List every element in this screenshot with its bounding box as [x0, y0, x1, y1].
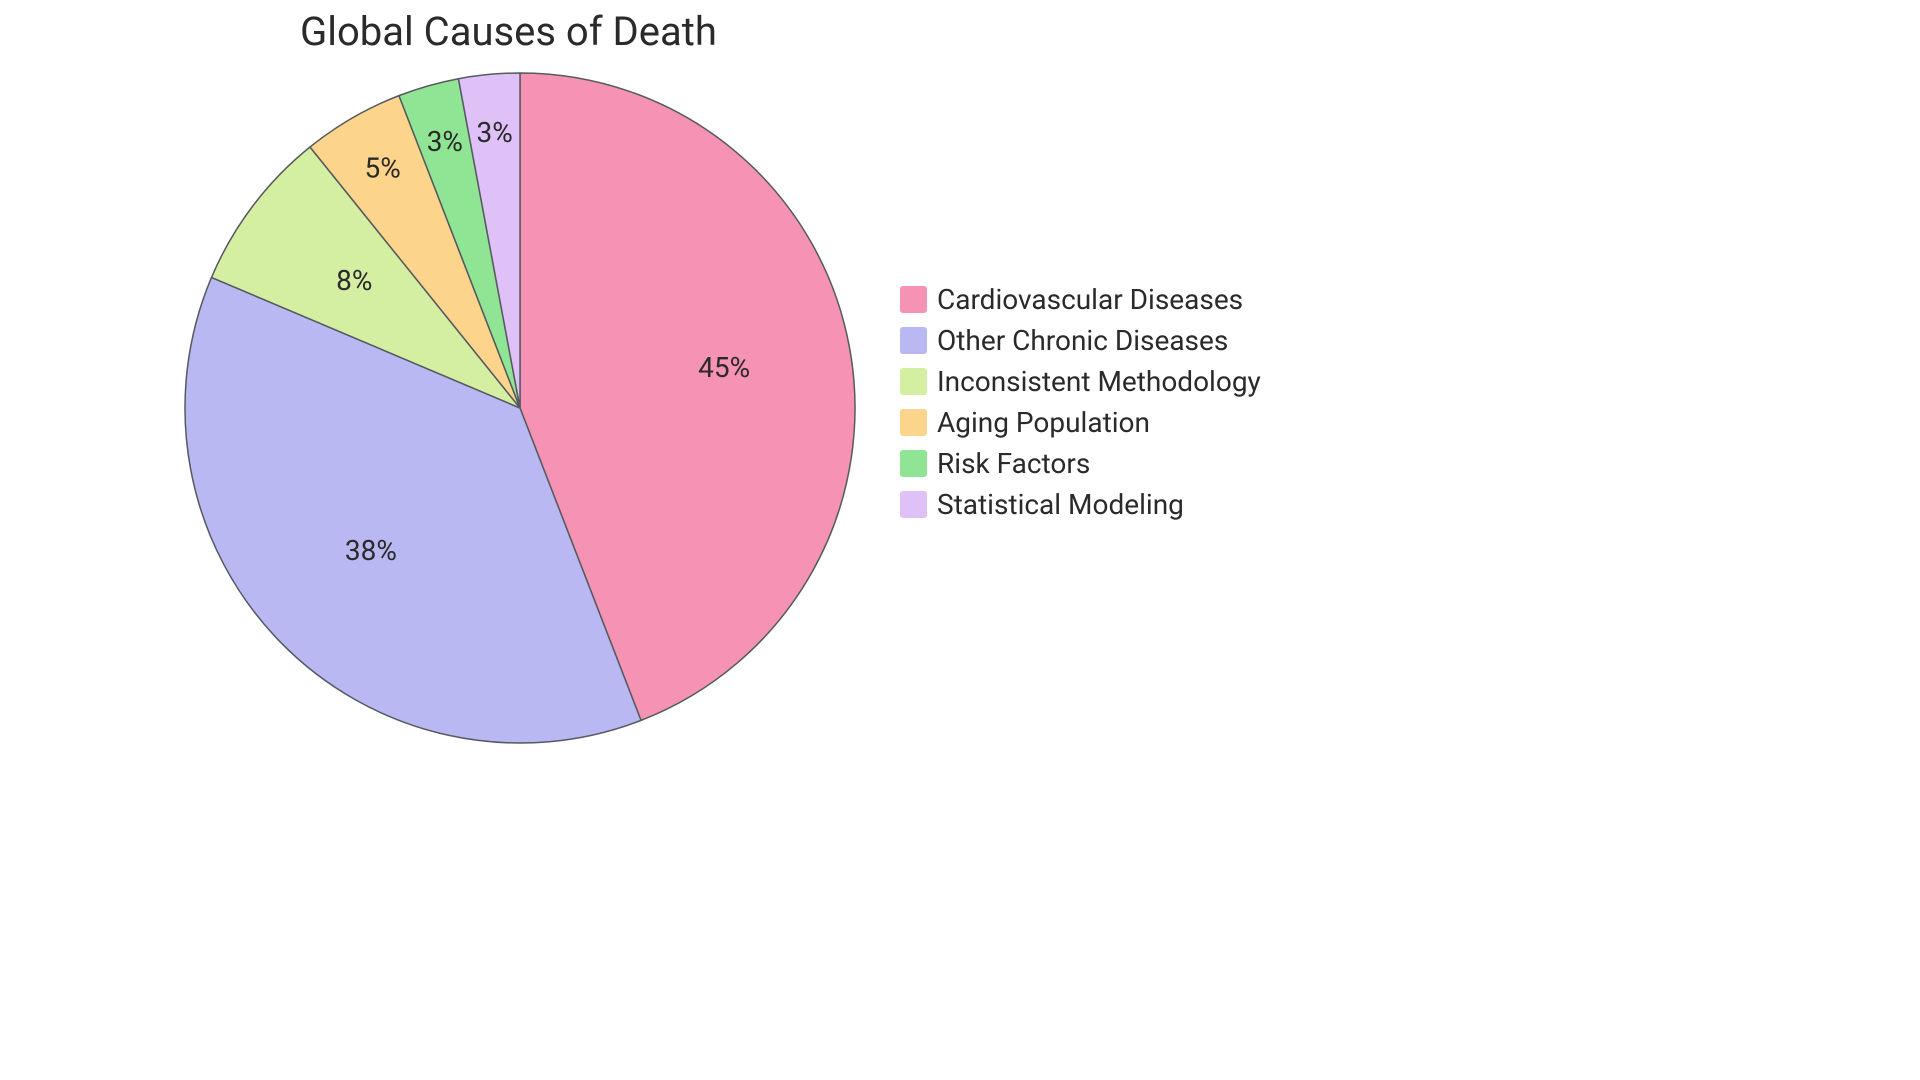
legend-swatch [900, 286, 927, 313]
legend-swatch [900, 327, 927, 354]
legend-item: Cardiovascular Diseases [900, 283, 1261, 316]
legend-label: Cardiovascular Diseases [937, 283, 1243, 316]
legend-item: Risk Factors [900, 447, 1261, 480]
legend-label: Risk Factors [937, 447, 1090, 480]
legend-swatch [900, 491, 927, 518]
pie-slices [185, 73, 855, 743]
legend-label: Aging Population [937, 406, 1150, 439]
legend-item: Other Chronic Diseases [900, 324, 1261, 357]
legend: Cardiovascular Diseases Other Chronic Dis… [900, 283, 1261, 521]
legend-swatch [900, 409, 927, 436]
slice-value-label: 3% [427, 125, 463, 158]
slice-value-label: 5% [365, 151, 401, 184]
pie-chart-container: Global Causes of Death 45% 38% 8% 5% 3% 3% Ca… [0, 0, 1920, 1080]
legend-item: Aging Population [900, 406, 1261, 439]
slice-value-label: 38% [345, 534, 397, 567]
legend-item: Inconsistent Methodology [900, 365, 1261, 398]
chart-title: Global Causes of Death [300, 8, 717, 55]
slice-value-label: 45% [698, 351, 750, 384]
legend-swatch [900, 368, 927, 395]
legend-label: Other Chronic Diseases [937, 324, 1228, 357]
legend-label: Inconsistent Methodology [937, 365, 1261, 398]
legend-swatch [900, 450, 927, 477]
slice-value-label: 3% [477, 116, 513, 149]
legend-item: Statistical Modeling [900, 488, 1261, 521]
legend-label: Statistical Modeling [937, 488, 1184, 521]
slice-value-label: 8% [336, 264, 372, 297]
pie-chart: 45% 38% 8% 5% 3% 3% [181, 69, 859, 747]
